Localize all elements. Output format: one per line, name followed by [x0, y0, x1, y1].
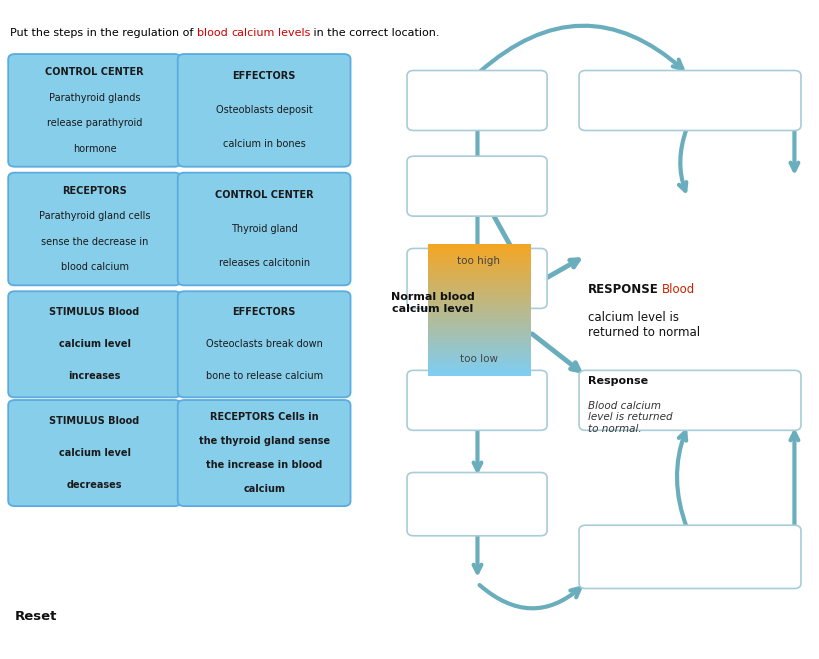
FancyBboxPatch shape: [178, 400, 351, 506]
FancyBboxPatch shape: [407, 156, 547, 216]
FancyBboxPatch shape: [178, 291, 351, 397]
Text: Normal blood
calcium level: Normal blood calcium level: [391, 293, 475, 314]
FancyBboxPatch shape: [407, 71, 547, 130]
Text: blood: blood: [197, 28, 228, 38]
Text: Blood calcium
level is returned
to normal.: Blood calcium level is returned to norma…: [588, 401, 672, 434]
FancyBboxPatch shape: [8, 400, 181, 506]
Text: STIMULUS Blood: STIMULUS Blood: [49, 416, 140, 426]
Text: Parathyroid gland cells: Parathyroid gland cells: [38, 212, 151, 221]
Text: Osteoclasts break down: Osteoclasts break down: [206, 339, 323, 349]
Text: in the correct location.: in the correct location.: [310, 28, 440, 38]
Text: STIMULUS Blood: STIMULUS Blood: [49, 308, 140, 318]
FancyBboxPatch shape: [8, 54, 181, 167]
Text: the increase in blood: the increase in blood: [206, 460, 323, 470]
Text: Osteoblasts deposit: Osteoblasts deposit: [215, 105, 313, 115]
FancyBboxPatch shape: [407, 370, 547, 430]
FancyBboxPatch shape: [579, 370, 801, 430]
FancyBboxPatch shape: [407, 473, 547, 536]
Text: Reset: Reset: [15, 610, 57, 623]
Text: decreases: decreases: [67, 480, 122, 490]
Text: CONTROL CENTER: CONTROL CENTER: [215, 190, 314, 200]
FancyBboxPatch shape: [407, 248, 547, 308]
Text: calcium level: calcium level: [59, 448, 130, 458]
FancyBboxPatch shape: [579, 71, 801, 130]
FancyBboxPatch shape: [178, 54, 351, 167]
Text: calcium level: calcium level: [59, 339, 130, 349]
Text: hormone: hormone: [73, 144, 116, 154]
FancyBboxPatch shape: [579, 525, 801, 588]
FancyBboxPatch shape: [178, 173, 351, 285]
Text: Put the steps in the regulation of: Put the steps in the regulation of: [10, 28, 197, 38]
Text: blood calcium: blood calcium: [61, 262, 129, 272]
Text: RECEPTORS Cells in: RECEPTORS Cells in: [210, 413, 319, 422]
Text: too high: too high: [457, 256, 500, 266]
Text: calcium: calcium: [231, 28, 274, 38]
Text: EFFECTORS: EFFECTORS: [233, 308, 296, 318]
Text: the thyroid gland sense: the thyroid gland sense: [198, 436, 330, 446]
Text: CONTROL CENTER: CONTROL CENTER: [45, 67, 144, 77]
Text: Response: Response: [588, 376, 648, 386]
FancyBboxPatch shape: [8, 173, 181, 285]
Text: calcium: calcium: [243, 484, 285, 494]
Text: releases calcitonin: releases calcitonin: [219, 258, 310, 268]
Text: RESPONSE: RESPONSE: [588, 283, 658, 297]
Text: too low: too low: [459, 354, 498, 364]
FancyBboxPatch shape: [8, 291, 181, 397]
Text: bone to release calcium: bone to release calcium: [206, 371, 323, 381]
Text: EFFECTORS: EFFECTORS: [233, 71, 296, 81]
Text: increases: increases: [69, 371, 120, 381]
Text: release parathyroid: release parathyroid: [47, 118, 143, 128]
Text: Blood: Blood: [662, 283, 695, 297]
Text: RECEPTORS: RECEPTORS: [62, 186, 127, 196]
Text: sense the decrease in: sense the decrease in: [41, 237, 148, 246]
Text: Parathyroid glands: Parathyroid glands: [49, 93, 140, 103]
Text: levels: levels: [278, 28, 310, 38]
Text: Thyroid gland: Thyroid gland: [231, 224, 297, 234]
Text: calcium level is
returned to normal: calcium level is returned to normal: [588, 311, 700, 339]
Text: calcium in bones: calcium in bones: [223, 140, 305, 150]
